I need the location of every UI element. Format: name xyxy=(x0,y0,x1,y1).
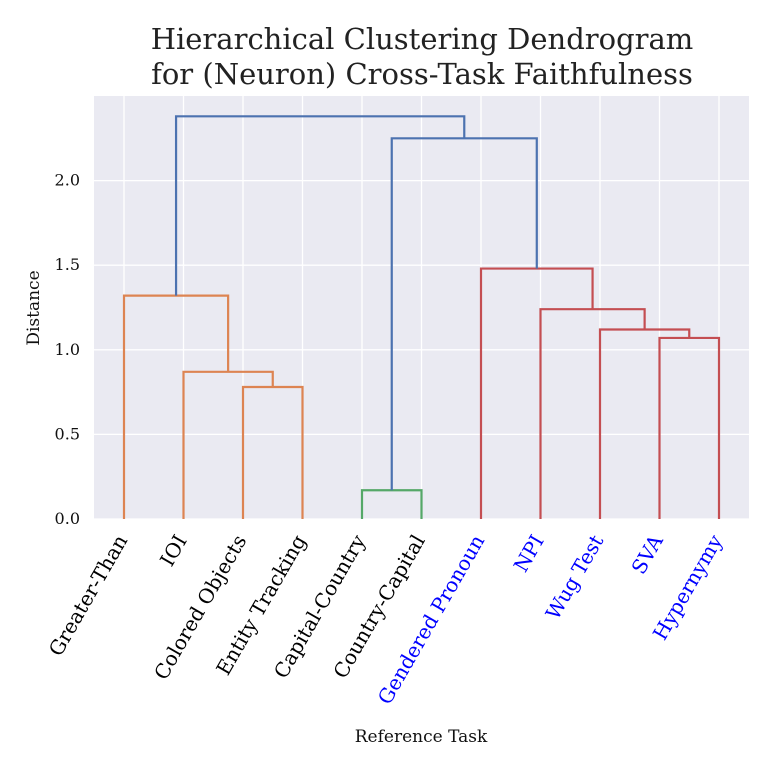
x-tick-label: Wug Test xyxy=(541,531,609,624)
dendrogram-link xyxy=(174,115,466,296)
chart-title-line-2: for (Neuron) Cross-Task Faithfulness xyxy=(151,57,693,91)
y-tick-label: 2.0 xyxy=(55,171,80,190)
y-tick-label: 1.5 xyxy=(55,255,80,274)
y-tick-label: 0.5 xyxy=(55,424,80,443)
y-tick-label: 1.0 xyxy=(55,340,80,359)
y-axis-label: Distance xyxy=(24,270,44,345)
x-tick-label: IOI xyxy=(155,531,192,571)
x-axis-label: Reference Task xyxy=(355,727,488,747)
x-tick-label: Gendered Pronoun xyxy=(373,530,490,708)
x-tick-label: NPI xyxy=(509,531,549,577)
chart-title-line-1: Hierarchical Clustering Dendrogram xyxy=(151,22,694,56)
x-tick-label: SVA xyxy=(626,530,668,578)
x-tick-label: Greater-Than xyxy=(44,530,133,660)
y-tick-label: 0.0 xyxy=(55,509,80,528)
